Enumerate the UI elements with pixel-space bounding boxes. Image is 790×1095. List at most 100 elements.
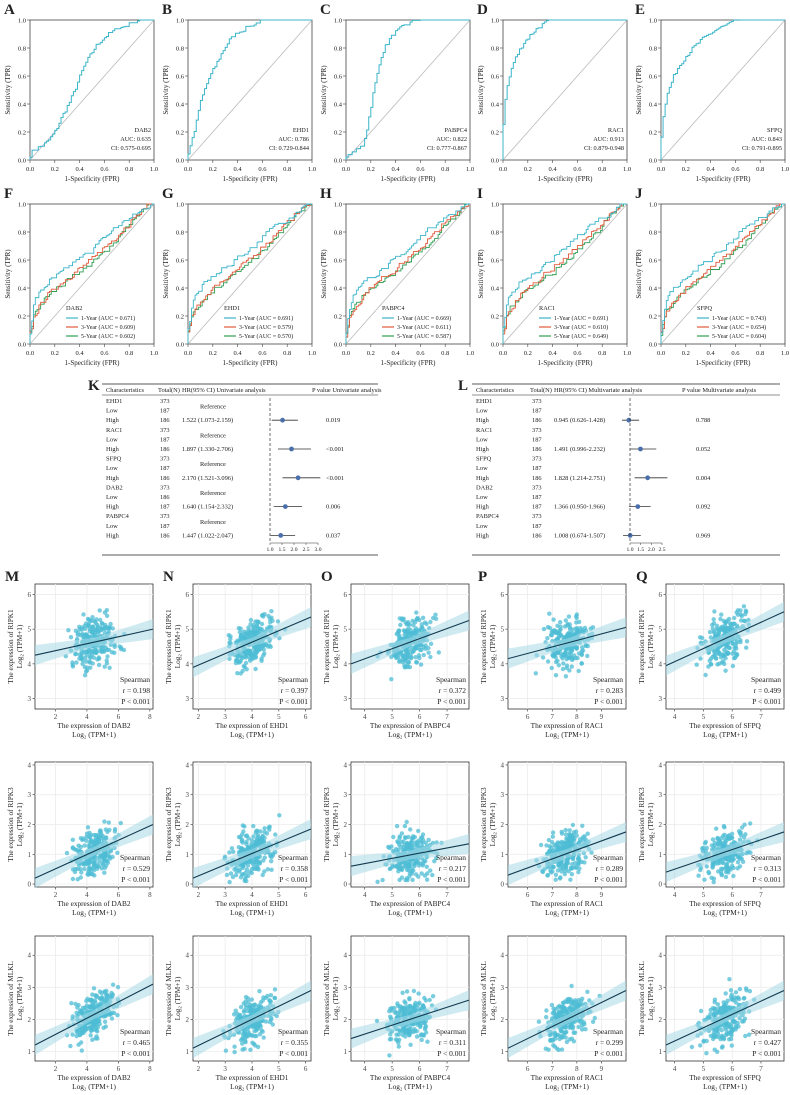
x-tick-label: 4 xyxy=(85,1065,89,1073)
data-point xyxy=(66,628,71,633)
data-point xyxy=(104,835,109,840)
data-point xyxy=(541,626,547,632)
tdroc-curve-1-year xyxy=(29,203,154,344)
data-point xyxy=(409,838,414,844)
data-point xyxy=(549,665,554,671)
data-point xyxy=(430,994,436,999)
row-hr: 1.522 (1.073-2.159) xyxy=(182,417,233,424)
data-point xyxy=(228,641,233,646)
data-point xyxy=(261,653,266,658)
data-point xyxy=(91,986,97,991)
x-axis-title: The expression of RAC1 xyxy=(531,899,604,908)
x-tick-label: 0.0 xyxy=(499,350,507,357)
data-point xyxy=(557,860,563,866)
data-point xyxy=(391,834,396,840)
x-tick-label: 5 xyxy=(277,891,281,899)
scatter-dab2-vs-ripk1: 2 4 6 8 3 4 5 6 Spearman r = 0.198 P < 0.001 The ex… xyxy=(5,569,154,739)
x-tick-label: 4 xyxy=(85,713,89,721)
x-tick-label: 6 xyxy=(117,713,121,721)
y-tick-label: 1.0 xyxy=(18,201,26,208)
ci-label: CI: 0.879-0.948 xyxy=(584,145,624,152)
data-point xyxy=(538,842,544,848)
forest-plot-k: K Characteristics Total(N) HR(95% CI) Univa… xyxy=(88,378,382,556)
data-point xyxy=(100,995,105,1000)
data-point xyxy=(716,1009,721,1015)
data-point xyxy=(242,824,247,829)
data-point xyxy=(402,999,407,1004)
x-tick-label: 0.8 xyxy=(125,350,133,357)
x-axis-title: 1-Specificity (FPR) xyxy=(537,175,593,183)
x-tick-label: 0.6 xyxy=(258,350,267,357)
data-point xyxy=(568,865,574,870)
data-point xyxy=(743,1033,748,1039)
y-axis-unit: Log₂ (TPM+1) xyxy=(15,976,24,1020)
data-point xyxy=(712,652,717,658)
data-point xyxy=(575,655,580,661)
data-point xyxy=(563,1030,568,1035)
y-tick-label: 4 xyxy=(659,761,663,769)
y-tick-label: 6 xyxy=(28,591,32,599)
y-tick-label: 4 xyxy=(28,660,32,668)
data-point xyxy=(404,819,409,825)
y-tick-label: 1.0 xyxy=(176,201,184,208)
data-point xyxy=(430,872,435,878)
data-point xyxy=(723,874,729,880)
data-point xyxy=(102,624,108,630)
tdroc-curve-1-year xyxy=(345,203,470,344)
r-value: r = 0.289 xyxy=(596,864,624,873)
y-tick-label: 0.2 xyxy=(18,313,26,320)
legend-label: 1-Year (AUC = 0.691) xyxy=(554,315,608,322)
data-point xyxy=(570,856,576,861)
data-point xyxy=(277,813,282,818)
data-point xyxy=(708,1011,713,1017)
data-point xyxy=(544,843,549,848)
x-axis-title: The expression of EHD1 xyxy=(216,721,289,730)
data-point xyxy=(243,870,248,875)
row-total: 187 xyxy=(532,504,542,511)
y-tick-label: 1.0 xyxy=(649,17,657,24)
x-tick-label: 0.6 xyxy=(573,166,582,173)
data-point xyxy=(249,870,254,876)
data-point xyxy=(105,829,110,835)
data-point xyxy=(82,1005,88,1010)
data-point xyxy=(409,843,414,849)
x-axis-unit: Log₂ (TPM+1) xyxy=(72,908,116,917)
data-point xyxy=(725,868,730,873)
data-point xyxy=(585,653,590,659)
y-tick-label: 5 xyxy=(186,626,190,634)
data-point xyxy=(723,991,728,996)
roc-curve-line xyxy=(502,19,627,160)
x-tick-label: 4 xyxy=(250,1065,254,1073)
data-point xyxy=(93,993,98,998)
data-point xyxy=(243,999,248,1004)
data-point xyxy=(544,1008,549,1013)
row-pvalue: 0.788 xyxy=(696,417,710,424)
data-point xyxy=(239,872,245,877)
data-point xyxy=(717,661,722,666)
ci-label: CI: 0.729-0.844 xyxy=(269,145,310,152)
hr-point xyxy=(626,417,632,423)
data-point xyxy=(243,651,248,656)
data-point xyxy=(270,1022,275,1027)
data-point xyxy=(738,638,743,643)
table-header: Characteristics xyxy=(476,387,514,394)
data-point xyxy=(240,655,245,661)
row-characteristic: Low xyxy=(106,494,118,501)
legend-label: 5-Year (AUC = 0.604) xyxy=(712,333,766,340)
y-tick-label: 0.4 xyxy=(334,101,343,108)
gene-label: RAC1 xyxy=(608,127,624,134)
data-point xyxy=(406,834,411,840)
data-point xyxy=(419,622,425,627)
p-value: P < 0.001 xyxy=(752,697,781,706)
regression-line xyxy=(34,628,154,656)
data-point xyxy=(428,654,433,660)
data-point xyxy=(579,1027,585,1032)
y-tick-label: 2 xyxy=(344,1016,348,1024)
x-axis-title: The expression of DAB2 xyxy=(57,721,131,730)
data-point xyxy=(404,651,409,657)
scatter-ehd1-vs-mlkl: 2 3 4 5 6 1 2 3 4 Spearman r = 0.355 P < 0.001 The e… xyxy=(164,935,312,1091)
data-point xyxy=(709,875,714,880)
y-tick-label: 0.4 xyxy=(649,101,658,108)
r-value: r = 0.283 xyxy=(596,686,624,695)
data-point xyxy=(569,837,574,842)
